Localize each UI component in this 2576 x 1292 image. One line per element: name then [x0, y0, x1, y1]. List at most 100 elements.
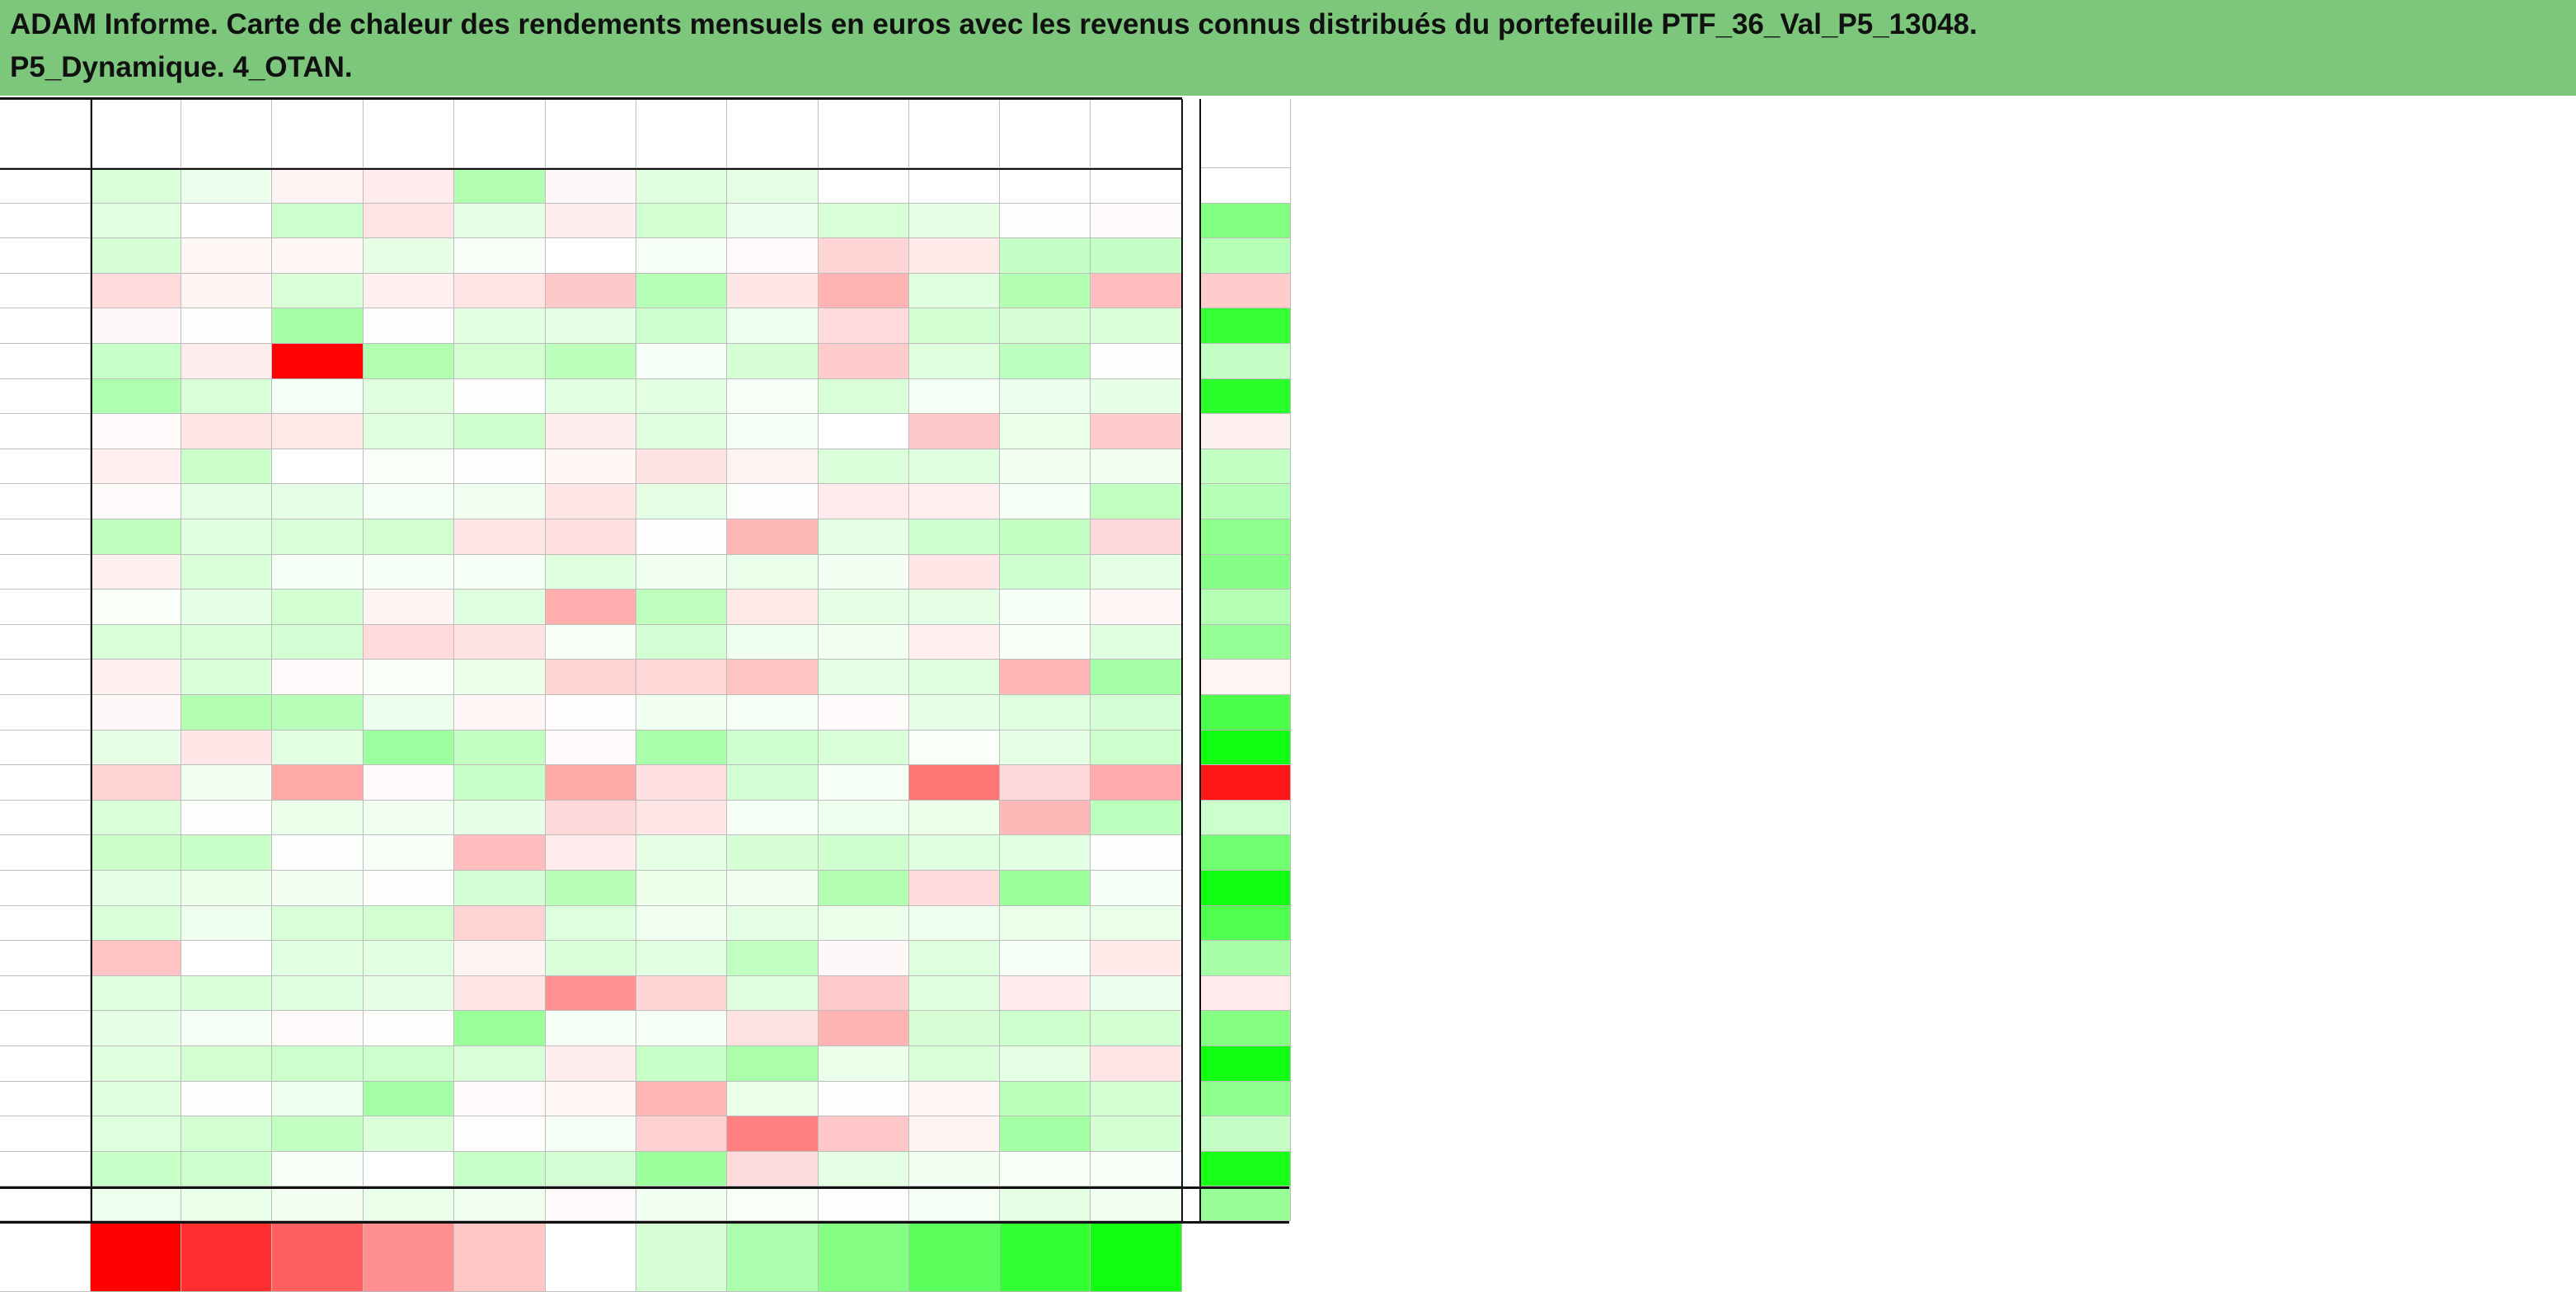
heatmap-cell: [272, 203, 364, 239]
title-band: ADAM Informe. Carte de chaleur des rende…: [0, 0, 2576, 96]
heatmap-cell: [819, 1081, 909, 1117]
heatmap-cell: [819, 800, 909, 836]
heatmap-cell: [91, 871, 181, 906]
table-top-rule: [0, 97, 1182, 100]
heatmap-cell: [181, 1046, 272, 1082]
heatmap-cell: [819, 975, 909, 1012]
average-cell: [546, 1186, 636, 1222]
heatmap-cell: [1000, 624, 1091, 660]
corner-cell: [0, 99, 91, 168]
color-scale-swatch: [364, 1221, 454, 1292]
heatmap-cell: [727, 273, 819, 309]
heatmap-cell: [909, 730, 1000, 766]
heatmap-cell: [1000, 975, 1091, 1012]
heatmap-cell: [1000, 1081, 1091, 1117]
heatmap-cell: [546, 273, 636, 309]
heatmap-cell: [364, 905, 454, 942]
heatmap-cell: [1091, 941, 1182, 976]
annual-return-cell: [1200, 905, 1291, 942]
heatmap-cell: [636, 660, 727, 695]
heatmap-cell: [272, 1151, 364, 1187]
heatmap-cell: [181, 695, 272, 731]
heatmap-cell: [546, 590, 636, 625]
heatmap-cell: [909, 1011, 1000, 1046]
heatmap-cell: [546, 660, 636, 695]
heatmap-cell: [819, 414, 909, 449]
heatmap-cell: [727, 800, 819, 836]
heatmap-cell: [909, 308, 1000, 344]
annual-return-cell: [1200, 378, 1291, 415]
heatmap-cell: [272, 1116, 364, 1152]
heatmap-cell: [454, 378, 546, 415]
heatmap-cell: [1000, 238, 1091, 274]
month-header: [1091, 99, 1182, 168]
heatmap-cell: [546, 414, 636, 449]
heatmap-cell: [1000, 800, 1091, 836]
annual-return-cell: [1200, 1151, 1291, 1187]
year-label: [0, 905, 91, 942]
average-cell: [1091, 1186, 1182, 1222]
month-header: [546, 99, 636, 168]
heatmap-cell: [181, 1011, 272, 1046]
heatmap-cell: [454, 730, 546, 766]
heatmap-cell: [91, 1046, 181, 1082]
heatmap-cell: [364, 835, 454, 871]
year-label: [0, 1116, 91, 1152]
heatmap-cell: [909, 554, 1000, 590]
heatmap-cell: [181, 1081, 272, 1117]
year-label: [0, 378, 91, 415]
heatmap-cell: [1091, 238, 1182, 274]
heatmap-cell: [819, 624, 909, 660]
heatmap-cell: [727, 519, 819, 555]
annual-return-cell: [1200, 730, 1291, 766]
heatmap-cell: [819, 590, 909, 625]
heatmap-cell: [819, 1116, 909, 1152]
heatmap-cell: [181, 800, 272, 836]
annual-return-cell: [1200, 765, 1291, 801]
heatmap-cell: [364, 1011, 454, 1046]
average-annual-cell: [1200, 1186, 1291, 1222]
year-label: [0, 835, 91, 871]
heatmap-cell: [727, 168, 819, 204]
heatmap-cell: [1091, 730, 1182, 766]
heatmap-cell: [819, 1011, 909, 1046]
heatmap-cell: [636, 308, 727, 344]
year-total-header: [1200, 99, 1291, 168]
heatmap-cell: [636, 905, 727, 942]
heatmap-cell: [454, 800, 546, 836]
heatmap-cell: [364, 203, 454, 239]
heatmap-cell: [1000, 203, 1091, 239]
year-label: [0, 1151, 91, 1187]
heatmap-cell: [636, 624, 727, 660]
heatmap-cell: [727, 378, 819, 415]
heatmap-cell: [364, 1116, 454, 1152]
heatmap-cell: [181, 765, 272, 801]
annual-return-cell: [1200, 941, 1291, 976]
heatmap-cell: [1091, 835, 1182, 871]
heatmap-cell: [909, 1081, 1000, 1117]
heatmap-cell: [546, 975, 636, 1012]
heatmap-cell: [181, 1116, 272, 1152]
heatmap-cell: [1000, 590, 1091, 625]
chart-title-line-1: ADAM Informe. Carte de chaleur des rende…: [10, 8, 1978, 40]
annual-return-cell: [1200, 590, 1291, 625]
heatmap-cell: [636, 835, 727, 871]
heatmap-cell: [636, 941, 727, 976]
annual-return-cell: [1200, 871, 1291, 906]
heatmap-cell: [272, 484, 364, 519]
heatmap-cell: [181, 624, 272, 660]
heatmap-cell: [636, 168, 727, 204]
heatmap-cell: [636, 1151, 727, 1187]
heatmap-cell: [181, 308, 272, 344]
annual-return-cell: [1200, 660, 1291, 695]
heatmap-cell: [364, 554, 454, 590]
year-label: [0, 1046, 91, 1082]
month-header: [727, 99, 819, 168]
annual-left-rule: [1199, 99, 1202, 1222]
heatmap-cell: [636, 1116, 727, 1152]
heatmap-cell: [1000, 1151, 1091, 1187]
heatmap-cell: [546, 378, 636, 415]
heatmap-cell: [819, 554, 909, 590]
heatmap-cell: [546, 1116, 636, 1152]
